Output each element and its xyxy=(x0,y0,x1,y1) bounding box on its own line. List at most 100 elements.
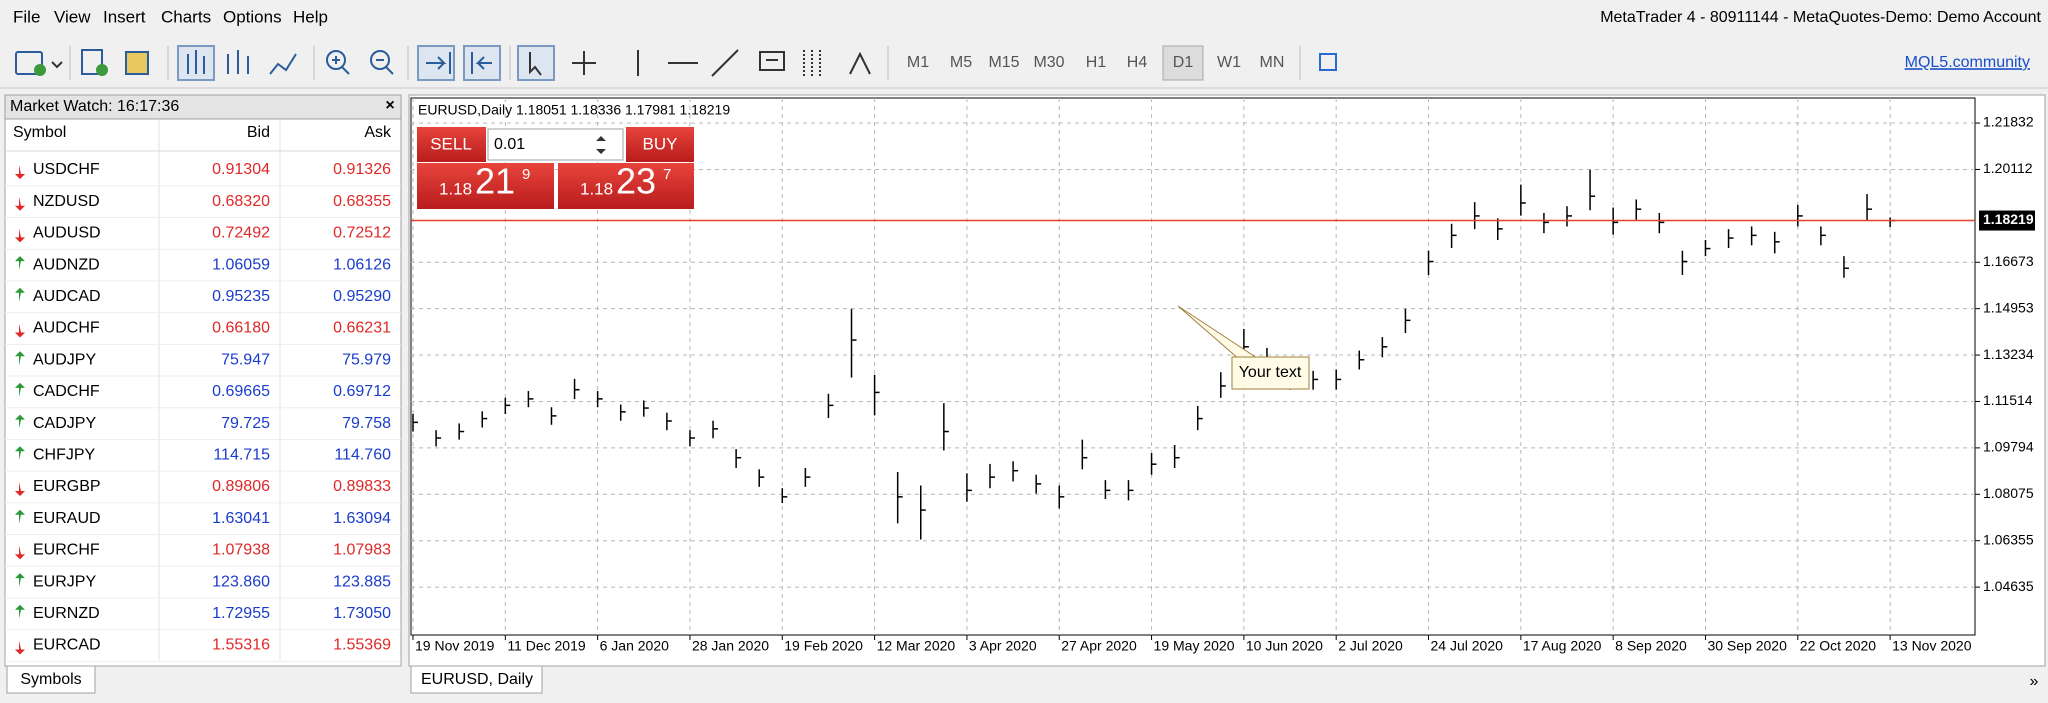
buy-button[interactable] xyxy=(626,127,694,162)
sell_price-box[interactable] xyxy=(417,163,554,209)
bid: 0.72492 xyxy=(212,225,270,242)
symbol: EURAUD xyxy=(33,510,101,527)
sell-label[interactable]: SELL xyxy=(430,134,472,153)
timeframe-button[interactable]: W1 xyxy=(1217,54,1241,71)
current-price-label: 1.18219 xyxy=(1983,211,2034,227)
arrow-up xyxy=(15,446,25,461)
arrow-up xyxy=(15,382,25,397)
timeframe-button[interactable]: H4 xyxy=(1127,54,1148,71)
symbols-tab-label[interactable]: Symbols xyxy=(20,671,81,688)
menu-item[interactable]: Insert xyxy=(103,7,146,26)
symbol: EURCHF xyxy=(33,542,100,559)
toolbar-icons[interactable] xyxy=(15,45,1337,81)
arrow-up xyxy=(15,351,25,366)
mql5-link[interactable]: MQL5.community xyxy=(1905,54,2030,71)
ask: 0.91326 xyxy=(333,161,391,178)
bid: 0.66180 xyxy=(212,320,270,337)
timeframe-button[interactable]: M1 xyxy=(907,54,929,71)
callout-box xyxy=(1231,356,1310,390)
ask: 0.72512 xyxy=(333,225,391,242)
buy_price-small: 7 xyxy=(663,166,671,183)
ask: 79.758 xyxy=(342,415,391,432)
chart-header: EURUSD,Daily 1.18051 1.18336 1.17981 1.1… xyxy=(418,102,730,118)
y-tick-label: 1.11514 xyxy=(1983,392,2033,408)
tabs-more[interactable]: » xyxy=(2030,673,2039,690)
arrow-up xyxy=(15,287,25,302)
symbol: AUDJPY xyxy=(33,351,96,368)
buy_price-box[interactable] xyxy=(558,163,694,209)
ask: 0.68355 xyxy=(333,193,391,210)
sell-button[interactable] xyxy=(417,127,486,162)
y-tick-label: 1.14953 xyxy=(1983,299,2034,315)
timeframe-active xyxy=(1162,45,1204,81)
arrow-up xyxy=(15,604,25,619)
symbol: AUDCHF xyxy=(33,320,100,337)
timeframe-button[interactable]: M30 xyxy=(1033,54,1064,71)
arrow-down xyxy=(15,323,25,338)
chart-tab-label[interactable]: EURUSD, Daily xyxy=(421,671,533,688)
chart-tab[interactable] xyxy=(410,665,543,694)
sell_price-main: 21 xyxy=(475,161,515,202)
bid: 1.55316 xyxy=(212,637,270,654)
timeframe-button[interactable]: M15 xyxy=(988,54,1019,71)
ask: 0.89833 xyxy=(333,478,391,495)
symbols-tab[interactable] xyxy=(6,665,96,694)
buy-label[interactable]: BUY xyxy=(643,134,678,153)
x-tick-label: 27 Apr 2020 xyxy=(1061,638,1137,654)
current-price-box xyxy=(1979,210,2035,231)
bid: 0.91304 xyxy=(212,161,270,178)
close-button[interactable]: × xyxy=(385,97,394,114)
ask: 0.69712 xyxy=(333,383,391,400)
lot-input[interactable] xyxy=(487,128,624,161)
x-tick-label: 13 Nov 2020 xyxy=(1892,638,1972,654)
timeframe-button[interactable]: MN xyxy=(1260,54,1285,71)
arrow-down xyxy=(15,165,25,179)
arrow-down xyxy=(15,482,25,496)
x-tick-label: 19 Feb 2020 xyxy=(784,638,863,654)
y-tick-label: 1.09794 xyxy=(1983,439,2034,455)
timeframe-button[interactable]: H1 xyxy=(1086,54,1107,71)
market-watch-header xyxy=(4,94,402,120)
y-tick-label: 1.08075 xyxy=(1983,485,2034,501)
market-watch-panel xyxy=(4,94,402,667)
toolbar-separators xyxy=(69,46,1301,80)
arrow-up xyxy=(15,414,25,429)
y-tick-label: 1.16673 xyxy=(1983,253,2034,269)
symbol: AUDUSD xyxy=(33,225,101,242)
timeframe-button[interactable]: M5 xyxy=(950,54,972,71)
ask: 114.760 xyxy=(334,447,391,464)
bid: 1.63041 xyxy=(212,510,270,527)
ask: 1.73050 xyxy=(333,605,391,622)
x-tick-label: 24 Jul 2020 xyxy=(1431,638,1504,654)
arrow-down xyxy=(15,545,25,560)
x-tick-label: 2 Jul 2020 xyxy=(1338,638,1403,654)
bid: 79.725 xyxy=(221,415,270,432)
callout-text: Your text xyxy=(1239,364,1302,381)
sell_price-big: 1.18 xyxy=(439,179,472,198)
menu-item[interactable]: Options xyxy=(223,7,282,26)
symbol: EURNZD xyxy=(33,605,100,622)
timeframe-button[interactable]: D1 xyxy=(1173,54,1194,71)
menu-item[interactable]: Charts xyxy=(161,7,211,26)
arrow-up xyxy=(15,573,25,588)
arrow-up xyxy=(15,256,25,271)
lot-value[interactable]: 0.01 xyxy=(494,136,525,153)
buy_price-big: 1.18 xyxy=(580,179,613,198)
symbol: EURCAD xyxy=(33,637,101,654)
bid: 1.07938 xyxy=(212,542,270,559)
window-title: MetaTrader 4 - 80911144 - MetaQuotes-Dem… xyxy=(1600,9,2041,26)
menu-item[interactable]: File xyxy=(13,7,40,26)
y-tick-label: 1.06355 xyxy=(1983,531,2034,547)
ask: 1.06126 xyxy=(333,256,391,273)
bid: 1.72955 xyxy=(212,605,270,622)
y-tick-label: 1.04635 xyxy=(1983,578,2034,594)
bid: 114.715 xyxy=(213,447,270,464)
x-tick-label: 19 May 2020 xyxy=(1154,638,1235,654)
market-watch-title: Market Watch: 16:17:36 xyxy=(10,98,179,115)
symbol: CHFJPY xyxy=(33,447,96,464)
menu-item[interactable]: View xyxy=(54,7,91,26)
menu-item[interactable]: Help xyxy=(293,7,328,26)
lot-spinner[interactable] xyxy=(596,136,606,154)
